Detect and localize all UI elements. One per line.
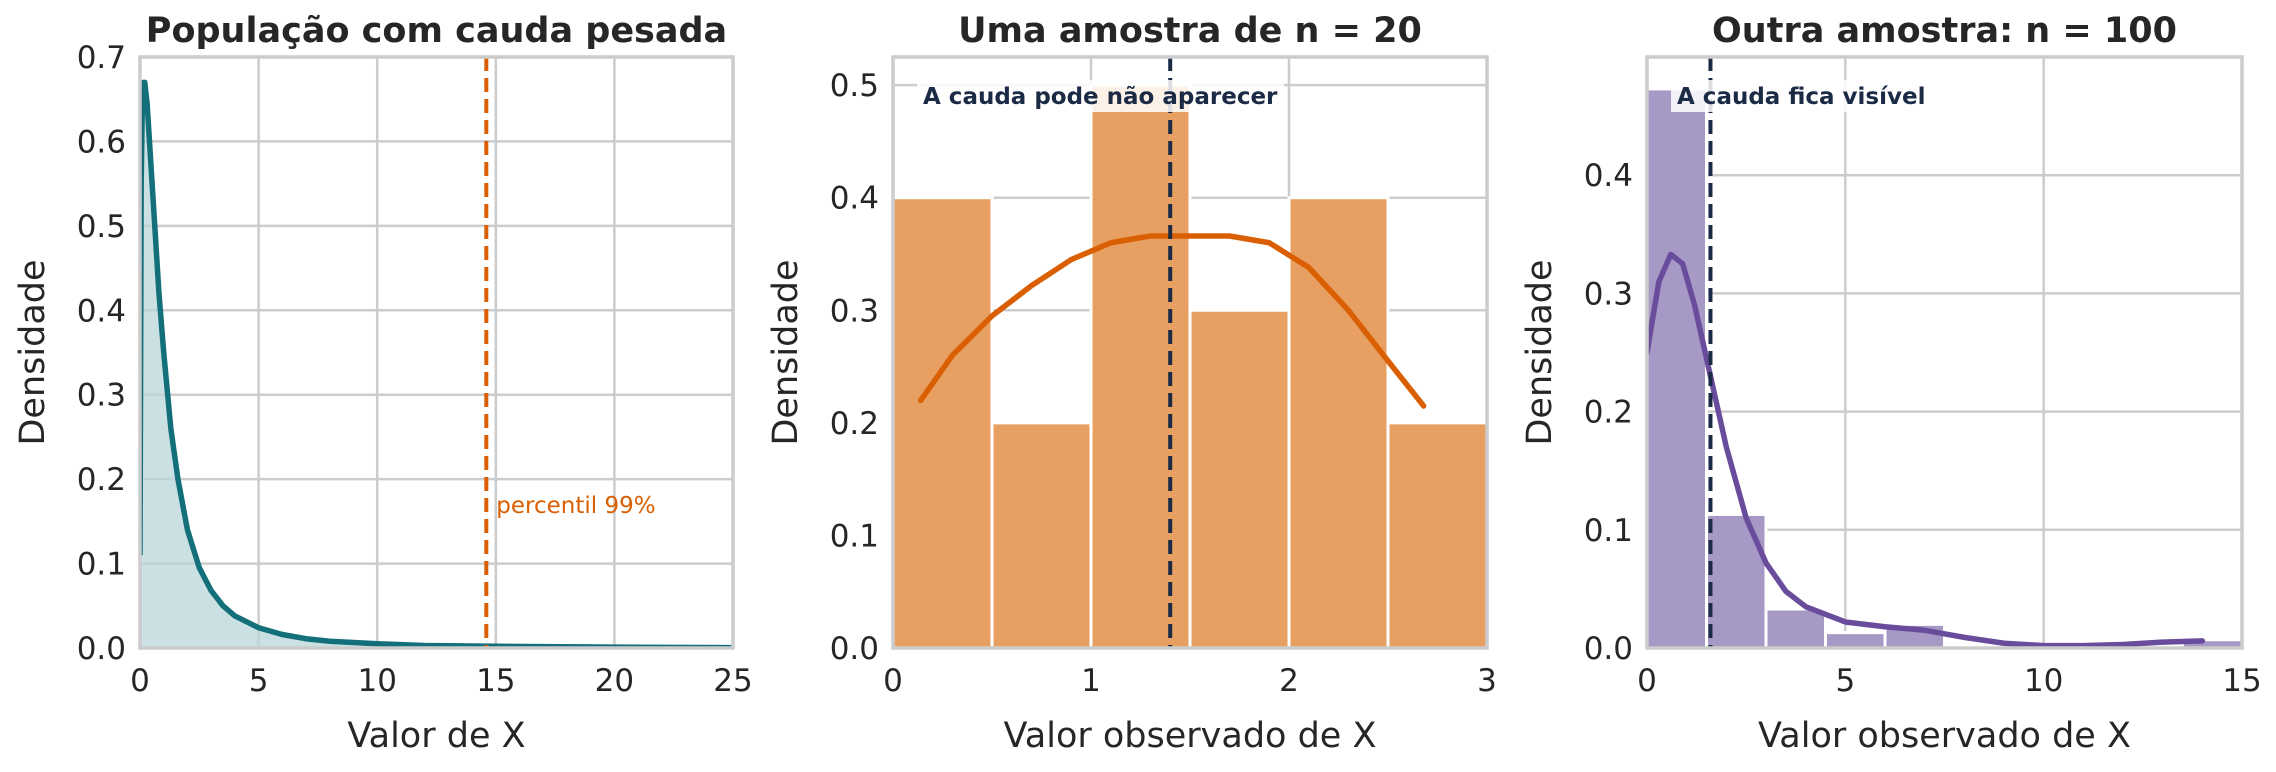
histogram-bar [1647, 87, 1708, 648]
y-tick-label: 0.6 [77, 124, 126, 160]
y-axis-label: Densidade [13, 259, 53, 445]
annotation-box [917, 80, 1285, 112]
y-tick-label: 0.3 [77, 378, 126, 414]
panel-2: A cauda pode não aparecer 0 1 2 3 0.0 0.1 0.2 0.… [766, 11, 1497, 756]
axes-frame [138, 55, 735, 650]
axes-frame [1645, 55, 2244, 650]
x-tick-label: 0 [883, 663, 903, 699]
y-axis-label: Densidade [1520, 259, 1560, 445]
chart-title: Uma amostra de n = 20 [958, 11, 1422, 51]
y-tick-label: 0.7 [77, 40, 126, 76]
axes-frame [891, 55, 1489, 650]
annotation-box [1671, 80, 1932, 112]
histogram-bar [1824, 631, 1887, 648]
density-line [140, 79, 733, 648]
panel-3: A cauda fica visível 0 5 10 15 0.0 0.1 0.2 0.3 0.… [1520, 11, 2262, 756]
y-tick-label: 0.1 [830, 518, 879, 554]
annotation-text: A cauda pode não aparecer [923, 84, 1278, 110]
y-tick-label: 0.4 [830, 181, 879, 217]
y-tick-label: 0.2 [77, 462, 126, 498]
chart-title: População com cauda pesada [146, 11, 727, 51]
kde-line [1647, 251, 2206, 648]
histogram-bar [990, 421, 1093, 648]
x-tick-label: 10 [2024, 663, 2063, 699]
histogram-bar [1089, 83, 1192, 648]
y-tick-label: 0.5 [830, 68, 879, 104]
plot-area [140, 79, 733, 648]
plot-area [893, 83, 1487, 648]
x-tick-label: 0 [130, 663, 150, 699]
histogram-bar [893, 196, 994, 648]
x-tick-label: 25 [713, 663, 752, 699]
x-axis-label: Valor observado de X [1004, 716, 1377, 756]
x-tick-label: 3 [1477, 663, 1497, 699]
plot-area [1647, 87, 2242, 648]
y-tick-label: 0.0 [77, 631, 126, 667]
x-tick-label: 5 [1835, 663, 1855, 699]
histogram-bar [1764, 607, 1827, 648]
x-axis-label: Valor de X [347, 716, 525, 756]
y-tick-label: 0.0 [1584, 631, 1633, 667]
vline-label: percentil 99% [496, 493, 655, 519]
y-tick-label: 0.3 [830, 293, 879, 329]
y-tick-label: 0.3 [1584, 276, 1633, 312]
y-tick-label: 0.1 [1584, 513, 1633, 549]
y-tick-label: 0.4 [1584, 158, 1633, 194]
y-tick-label: 0.4 [77, 293, 126, 329]
histogram-bar [1705, 512, 1768, 648]
y-tick-label: 0.2 [830, 406, 879, 442]
y-axis-label: Densidade [766, 259, 806, 445]
annotation-text: A cauda fica visível [1677, 84, 1925, 110]
y-tick-label: 0.0 [830, 631, 879, 667]
y-tick-label: 0.2 [1584, 395, 1633, 431]
chart-title: Outra amostra: n = 100 [1712, 11, 2177, 51]
x-tick-label: 5 [249, 663, 269, 699]
panel-1: percentil 99% 0 5 10 15 20 25 0.0 0.1 0.2 0.3 0.4 0.… [13, 11, 753, 756]
x-tick-label: 10 [357, 663, 396, 699]
x-tick-label: 2 [1279, 663, 1299, 699]
x-axis-label: Valor observado de X [1758, 716, 2131, 756]
histogram-bar [1188, 308, 1291, 648]
y-tick-label: 0.1 [77, 547, 126, 583]
x-tick-label: 20 [595, 663, 634, 699]
x-tick-label: 15 [2222, 663, 2261, 699]
x-tick-label: 15 [476, 663, 515, 699]
y-tick-label: 0.5 [77, 209, 126, 245]
density-area [140, 82, 733, 648]
x-tick-label: 0 [1637, 663, 1657, 699]
histogram-bar [1386, 421, 1487, 648]
x-tick-label: 1 [1081, 663, 1101, 699]
